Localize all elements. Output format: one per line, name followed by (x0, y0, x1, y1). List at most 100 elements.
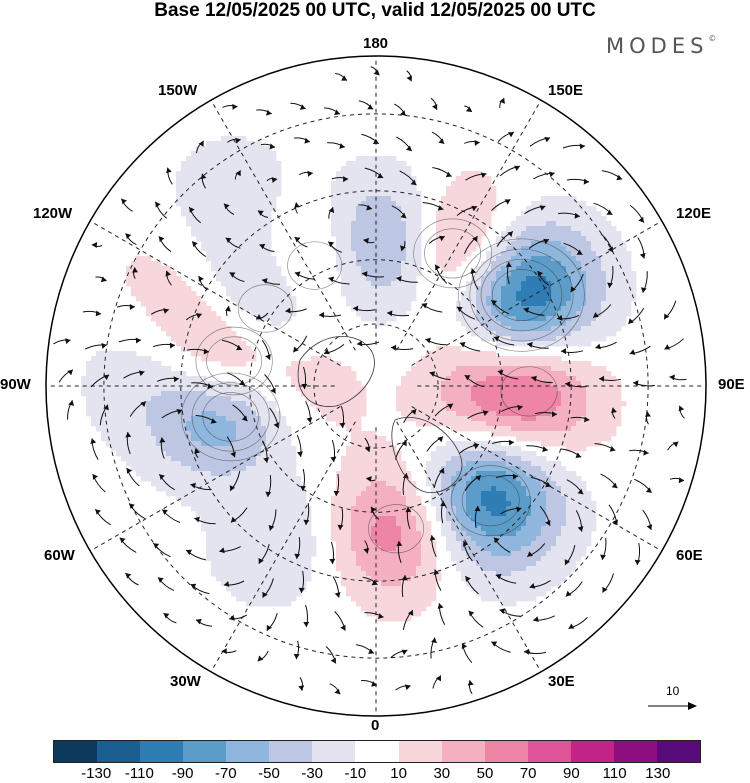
field-cell (251, 251, 257, 257)
field-cell (486, 251, 492, 257)
field-cell (561, 311, 567, 317)
field-cell (176, 331, 182, 337)
field-cell (486, 186, 492, 192)
field-cell (486, 361, 492, 367)
field-cell (181, 371, 187, 377)
field-cell (356, 431, 362, 437)
field-cell (281, 301, 287, 307)
field-cell (266, 271, 272, 277)
field-cell (256, 306, 262, 312)
field-cell (541, 421, 547, 427)
field-cell (366, 461, 372, 467)
field-cell (551, 286, 557, 292)
field-cell (156, 476, 162, 482)
field-cell (471, 356, 477, 362)
field-cell (411, 201, 417, 207)
field-cell (151, 406, 157, 412)
field-cell (281, 451, 287, 457)
field-cell (531, 401, 537, 407)
field-cell (601, 311, 607, 317)
field-cell (186, 406, 192, 412)
field-cell (481, 336, 487, 342)
field-cell (346, 506, 352, 512)
field-cell (261, 521, 267, 527)
field-cell (291, 461, 297, 467)
field-cell (316, 366, 322, 372)
field-cell (446, 406, 452, 412)
field-cell (581, 261, 587, 267)
field-cell (476, 406, 482, 412)
field-cell (361, 516, 367, 522)
field-cell (506, 226, 512, 232)
field-cell (486, 451, 492, 457)
field-cell (556, 246, 562, 252)
field-cell (511, 391, 517, 397)
field-cell (236, 476, 242, 482)
field-cell (566, 371, 572, 377)
field-cell (231, 406, 237, 412)
field-cell (336, 266, 342, 272)
field-cell (281, 466, 287, 472)
field-cell (366, 256, 372, 262)
field-cell (581, 441, 587, 447)
field-cell (166, 281, 172, 287)
field-cell (411, 261, 417, 267)
field-cell (136, 431, 142, 437)
field-cell (256, 186, 262, 192)
field-cell (566, 401, 572, 407)
field-cell (351, 416, 357, 422)
field-cell (616, 316, 622, 322)
field-cell (471, 386, 477, 392)
field-cell (546, 261, 552, 267)
field-cell (151, 291, 157, 297)
field-cell (246, 446, 252, 452)
field-cell (591, 441, 597, 447)
field-cell (286, 431, 292, 437)
field-cell (396, 216, 402, 222)
field-cell (266, 251, 272, 257)
field-cell (466, 296, 472, 302)
field-cell (476, 421, 482, 427)
field-cell (386, 466, 392, 472)
field-cell (346, 381, 352, 387)
field-cell (576, 296, 582, 302)
field-cell (601, 336, 607, 342)
field-cell (451, 181, 457, 187)
field-cell (196, 351, 202, 357)
field-cell (236, 261, 242, 267)
field-cell (221, 181, 227, 187)
field-cell (146, 471, 152, 477)
field-cell (391, 281, 397, 287)
field-cell (276, 516, 282, 522)
field-cell (276, 266, 282, 272)
field-cell (146, 416, 152, 422)
field-cell (161, 486, 167, 492)
field-cell (136, 286, 142, 292)
field-cell (571, 311, 577, 317)
field-cell (366, 221, 372, 227)
field-cell (346, 366, 352, 372)
field-cell (456, 246, 462, 252)
field-cell (341, 461, 347, 467)
field-cell (221, 276, 227, 282)
field-cell (456, 391, 462, 397)
field-cell (436, 211, 442, 217)
field-cell (146, 376, 152, 382)
field-cell (416, 261, 422, 267)
field-cell (481, 441, 487, 447)
field-cell (351, 486, 357, 492)
field-cell (386, 166, 392, 172)
field-cell (381, 241, 387, 247)
field-cell (356, 426, 362, 432)
field-cell (541, 381, 547, 387)
field-cell (371, 316, 377, 322)
field-cell (486, 396, 492, 402)
field-cell (351, 221, 357, 227)
field-cell (566, 196, 572, 202)
field-cell (151, 456, 157, 462)
field-cell (276, 171, 282, 177)
field-cell (146, 371, 152, 377)
field-cell (611, 281, 617, 287)
field-cell (476, 466, 482, 472)
field-cell (466, 356, 472, 362)
